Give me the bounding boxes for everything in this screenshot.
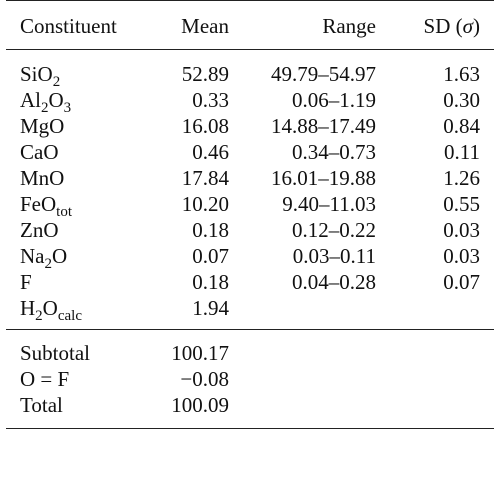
summary-empty-cell [388, 392, 494, 429]
constituent-formula-base: MnO [20, 166, 65, 190]
sd-cell: 1.63 [443, 62, 480, 86]
constituent-table: Constituent Mean Range SD (σ) SiO2 52.89 4… [6, 0, 494, 429]
constituent-cell: SiO2 [6, 50, 146, 90]
constituent-formula-tail: O [52, 244, 68, 268]
summary-mean: 100.09 [146, 392, 239, 429]
mean-cell: 17.84 [181, 166, 229, 190]
table-summary: Subtotal 100.17 O = F −0.08 Total 100.09 [6, 329, 494, 429]
constituent-formula-base: CaO [20, 140, 59, 164]
table-header-row: Constituent Mean Range SD (σ) [6, 0, 494, 50]
mean-cell: 52.89 [181, 62, 229, 86]
header-constituent: Constituent [6, 0, 146, 50]
constituent-formula-base: F [20, 270, 32, 294]
mean-cell: 0.33 [192, 88, 229, 112]
constituent-formula-base: MgO [20, 114, 65, 138]
constituent-formula-subscript-2: 3 [63, 100, 72, 116]
range-cell: 0.03–0.11 [292, 244, 376, 268]
summary-empty-cell [239, 366, 388, 392]
constituent-formula-tail: O [42, 296, 58, 320]
constituent-formula-subscript: tot [56, 204, 73, 220]
range-cell: 49.79–54.97 [271, 62, 376, 86]
constituent-formula-base: Al [20, 88, 41, 112]
range-cell: 0.34–0.73 [292, 140, 376, 164]
mean-cell: 10.20 [181, 192, 229, 216]
constituent-cell: CaO [6, 139, 146, 165]
constituent-formula-subscript: 2 [52, 74, 61, 90]
constituent-cell: Na2O [6, 243, 146, 272]
range-cell: 9.40–11.03 [282, 192, 376, 216]
constituent-cell: MnO [6, 165, 146, 191]
constituent-cell: Al2O3 [6, 87, 146, 116]
constituent-formula-base: ZnO [20, 218, 59, 242]
sd-cell: 0.55 [443, 192, 480, 216]
range-cell: 14.88–17.49 [271, 114, 376, 138]
constituent-cell: FeOtot [6, 191, 146, 220]
summary-empty-cell [239, 392, 388, 429]
sd-cell [388, 295, 494, 330]
constituent-formula-base: SiO [20, 62, 53, 86]
header-sd-suffix: ) [473, 13, 480, 38]
constituent-formula-tail: O [48, 88, 64, 112]
mean-cell: 0.07 [192, 244, 229, 268]
sd-cell: 1.26 [443, 166, 480, 190]
range-cell: 16.01–19.88 [271, 166, 376, 190]
constituent-cell: F [6, 269, 146, 295]
summary-label: Subtotal [6, 329, 146, 366]
range-cell: 0.06–1.19 [292, 88, 376, 112]
table-row: Na2O 0.07 0.03–0.11 0.03 [6, 243, 494, 272]
summary-empty-cell [239, 329, 388, 366]
table-row: Al2O3 0.33 0.06–1.19 0.30 [6, 87, 494, 116]
table-row: CaO 0.46 0.34–0.73 0.11 [6, 139, 494, 165]
header-range: Range [239, 0, 388, 50]
summary-label: O = F [20, 367, 70, 391]
constituent-cell: ZnO [6, 217, 146, 243]
table-row: MnO 17.84 16.01–19.88 1.26 [6, 165, 494, 191]
table-row: ZnO 0.18 0.12–0.22 0.03 [6, 217, 494, 243]
mean-cell: 16.08 [181, 114, 229, 138]
table-body: SiO2 52.89 49.79–54.97 1.63 Al2O3 0.33 0.06–1.… [6, 50, 494, 330]
constituent-formula-base: FeO [20, 192, 57, 216]
sd-cell: 0.03 [443, 218, 480, 242]
sd-cell: 0.84 [443, 114, 480, 138]
constituent-table-container: Constituent Mean Range SD (σ) SiO2 52.89 4… [6, 0, 494, 429]
constituent-formula-base: Na [20, 244, 45, 268]
sd-cell: 0.03 [443, 244, 480, 268]
constituent-cell: H2Ocalc [6, 295, 146, 330]
sd-cell: 0.07 [443, 270, 480, 294]
range-cell: 0.04–0.28 [292, 270, 376, 294]
constituent-formula-subscript-2: calc [57, 308, 82, 324]
header-sd: SD (σ) [388, 0, 494, 50]
summary-row: Total 100.09 [6, 392, 494, 429]
constituent-formula-subscript: 2 [41, 100, 49, 116]
summary-mean: −0.08 [180, 367, 229, 391]
mean-cell: 0.18 [192, 218, 229, 242]
constituent-formula-base: H [20, 296, 36, 320]
constituent-formula-subscript: 2 [35, 308, 43, 324]
summary-empty-cell [388, 366, 494, 392]
header-sd-sigma: σ [462, 13, 473, 38]
header-sd-prefix: SD ( [423, 13, 463, 38]
summary-row: Subtotal 100.17 [6, 329, 494, 366]
table-row: FeOtot 10.20 9.40–11.03 0.55 [6, 191, 494, 220]
table-row: MgO 16.08 14.88–17.49 0.84 [6, 113, 494, 139]
summary-empty-cell [388, 329, 494, 366]
sd-cell: 0.11 [444, 140, 480, 164]
mean-cell: 0.18 [192, 270, 229, 294]
range-cell [239, 295, 388, 330]
table-row: SiO2 52.89 49.79–54.97 1.63 [6, 50, 494, 90]
summary-mean: 100.17 [146, 329, 239, 366]
summary-row: O = F −0.08 [6, 366, 494, 392]
constituent-cell: MgO [6, 113, 146, 139]
header-mean: Mean [146, 0, 239, 50]
sd-cell: 0.30 [443, 88, 480, 112]
mean-cell: 1.94 [192, 296, 229, 320]
mean-cell: 0.46 [192, 140, 229, 164]
range-cell: 0.12–0.22 [292, 218, 376, 242]
summary-label: Total [6, 392, 146, 429]
table-row: F 0.18 0.04–0.28 0.07 [6, 269, 494, 295]
constituent-formula-subscript: 2 [44, 256, 53, 272]
table-row: H2Ocalc 1.94 [6, 295, 494, 330]
